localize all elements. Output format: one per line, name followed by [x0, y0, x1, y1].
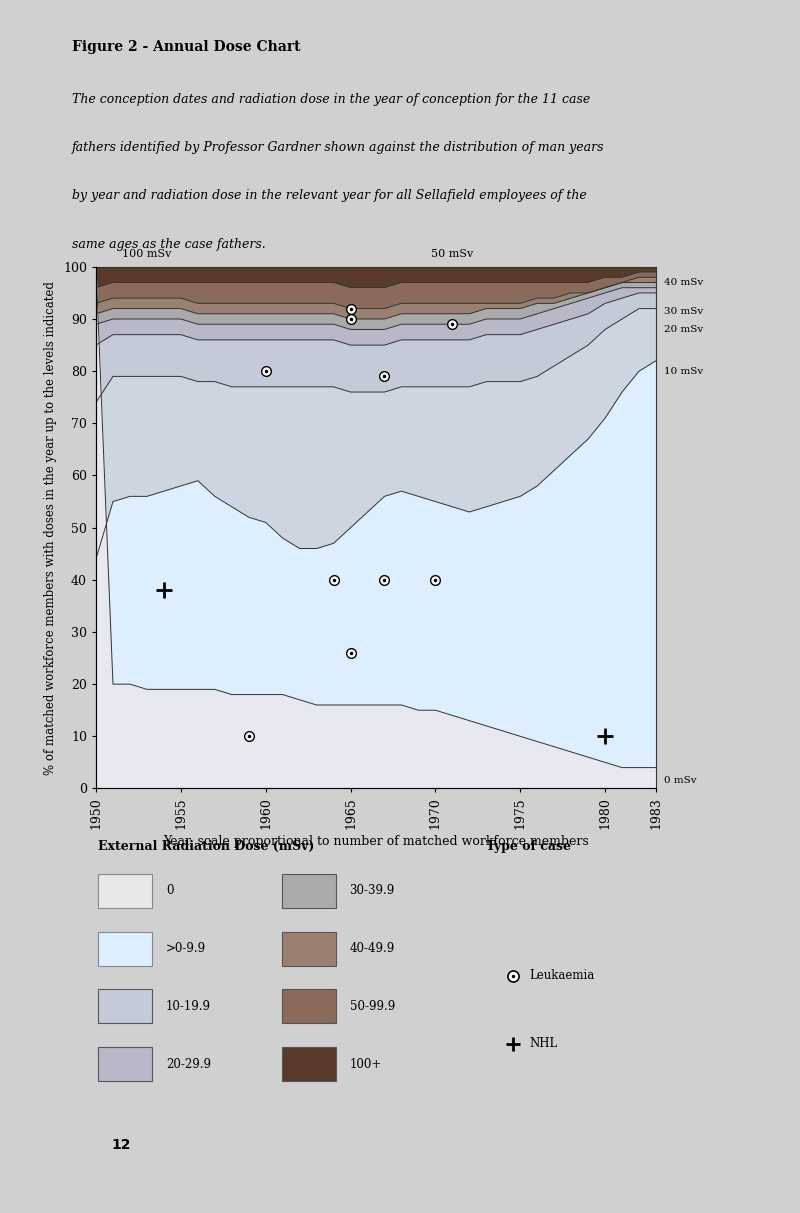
Text: The conception dates and radiation dose in the year of conception for the 11 cas: The conception dates and radiation dose … — [72, 93, 590, 107]
Text: 30 mSv: 30 mSv — [665, 307, 704, 315]
FancyBboxPatch shape — [98, 1047, 152, 1081]
FancyBboxPatch shape — [282, 1047, 336, 1081]
Text: Type of case: Type of case — [486, 839, 570, 853]
Text: >0-9.9: >0-9.9 — [166, 943, 206, 955]
Text: 10-19.9: 10-19.9 — [166, 1000, 211, 1013]
Text: 50 mSv: 50 mSv — [431, 249, 474, 260]
Text: by year and radiation dose in the relevant year for all Sellafield employees of : by year and radiation dose in the releva… — [72, 189, 586, 203]
Text: 12: 12 — [111, 1138, 131, 1152]
Text: 20-29.9: 20-29.9 — [166, 1058, 211, 1071]
FancyBboxPatch shape — [282, 932, 336, 966]
Text: same ages as the case fathers.: same ages as the case fathers. — [72, 238, 266, 251]
FancyBboxPatch shape — [282, 990, 336, 1024]
FancyBboxPatch shape — [98, 873, 152, 907]
Text: 0: 0 — [166, 884, 174, 898]
Text: 100 mSv: 100 mSv — [122, 249, 171, 260]
Text: External Radiation Dose (mSv): External Radiation Dose (mSv) — [98, 839, 314, 853]
Text: 100+: 100+ — [350, 1058, 382, 1071]
FancyBboxPatch shape — [98, 932, 152, 966]
Text: 0 mSv: 0 mSv — [665, 776, 697, 785]
FancyBboxPatch shape — [98, 990, 152, 1024]
FancyBboxPatch shape — [282, 873, 336, 907]
Text: 30-39.9: 30-39.9 — [350, 884, 395, 898]
X-axis label: Year, scale proportional to number of matched workforce members: Year, scale proportional to number of ma… — [163, 835, 589, 848]
Text: Leukaemia: Leukaemia — [530, 969, 595, 983]
Text: Figure 2 - Annual Dose Chart: Figure 2 - Annual Dose Chart — [72, 40, 301, 55]
Text: fathers identified by Professor Gardner shown against the distribution of man ye: fathers identified by Professor Gardner … — [72, 142, 605, 154]
Text: 40-49.9: 40-49.9 — [350, 943, 395, 955]
Text: 50-99.9: 50-99.9 — [350, 1000, 395, 1013]
Y-axis label: % of matched workforce members with doses in the year up to the levels indicated: % of matched workforce members with dose… — [45, 280, 58, 775]
Text: NHL: NHL — [530, 1037, 558, 1050]
Text: 40 mSv: 40 mSv — [665, 278, 704, 287]
Text: 10 mSv: 10 mSv — [665, 366, 704, 376]
Text: 20 mSv: 20 mSv — [665, 325, 704, 334]
